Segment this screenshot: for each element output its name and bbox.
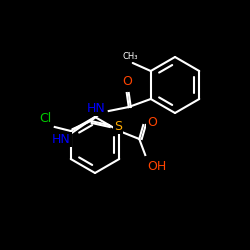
Text: O: O — [122, 75, 132, 88]
Text: HN: HN — [52, 133, 71, 146]
Text: CH₃: CH₃ — [122, 52, 138, 61]
Text: OH: OH — [147, 160, 167, 173]
Text: HN: HN — [87, 102, 106, 116]
Text: Cl: Cl — [40, 112, 52, 125]
Text: O: O — [147, 116, 157, 130]
Text: S: S — [114, 120, 122, 134]
